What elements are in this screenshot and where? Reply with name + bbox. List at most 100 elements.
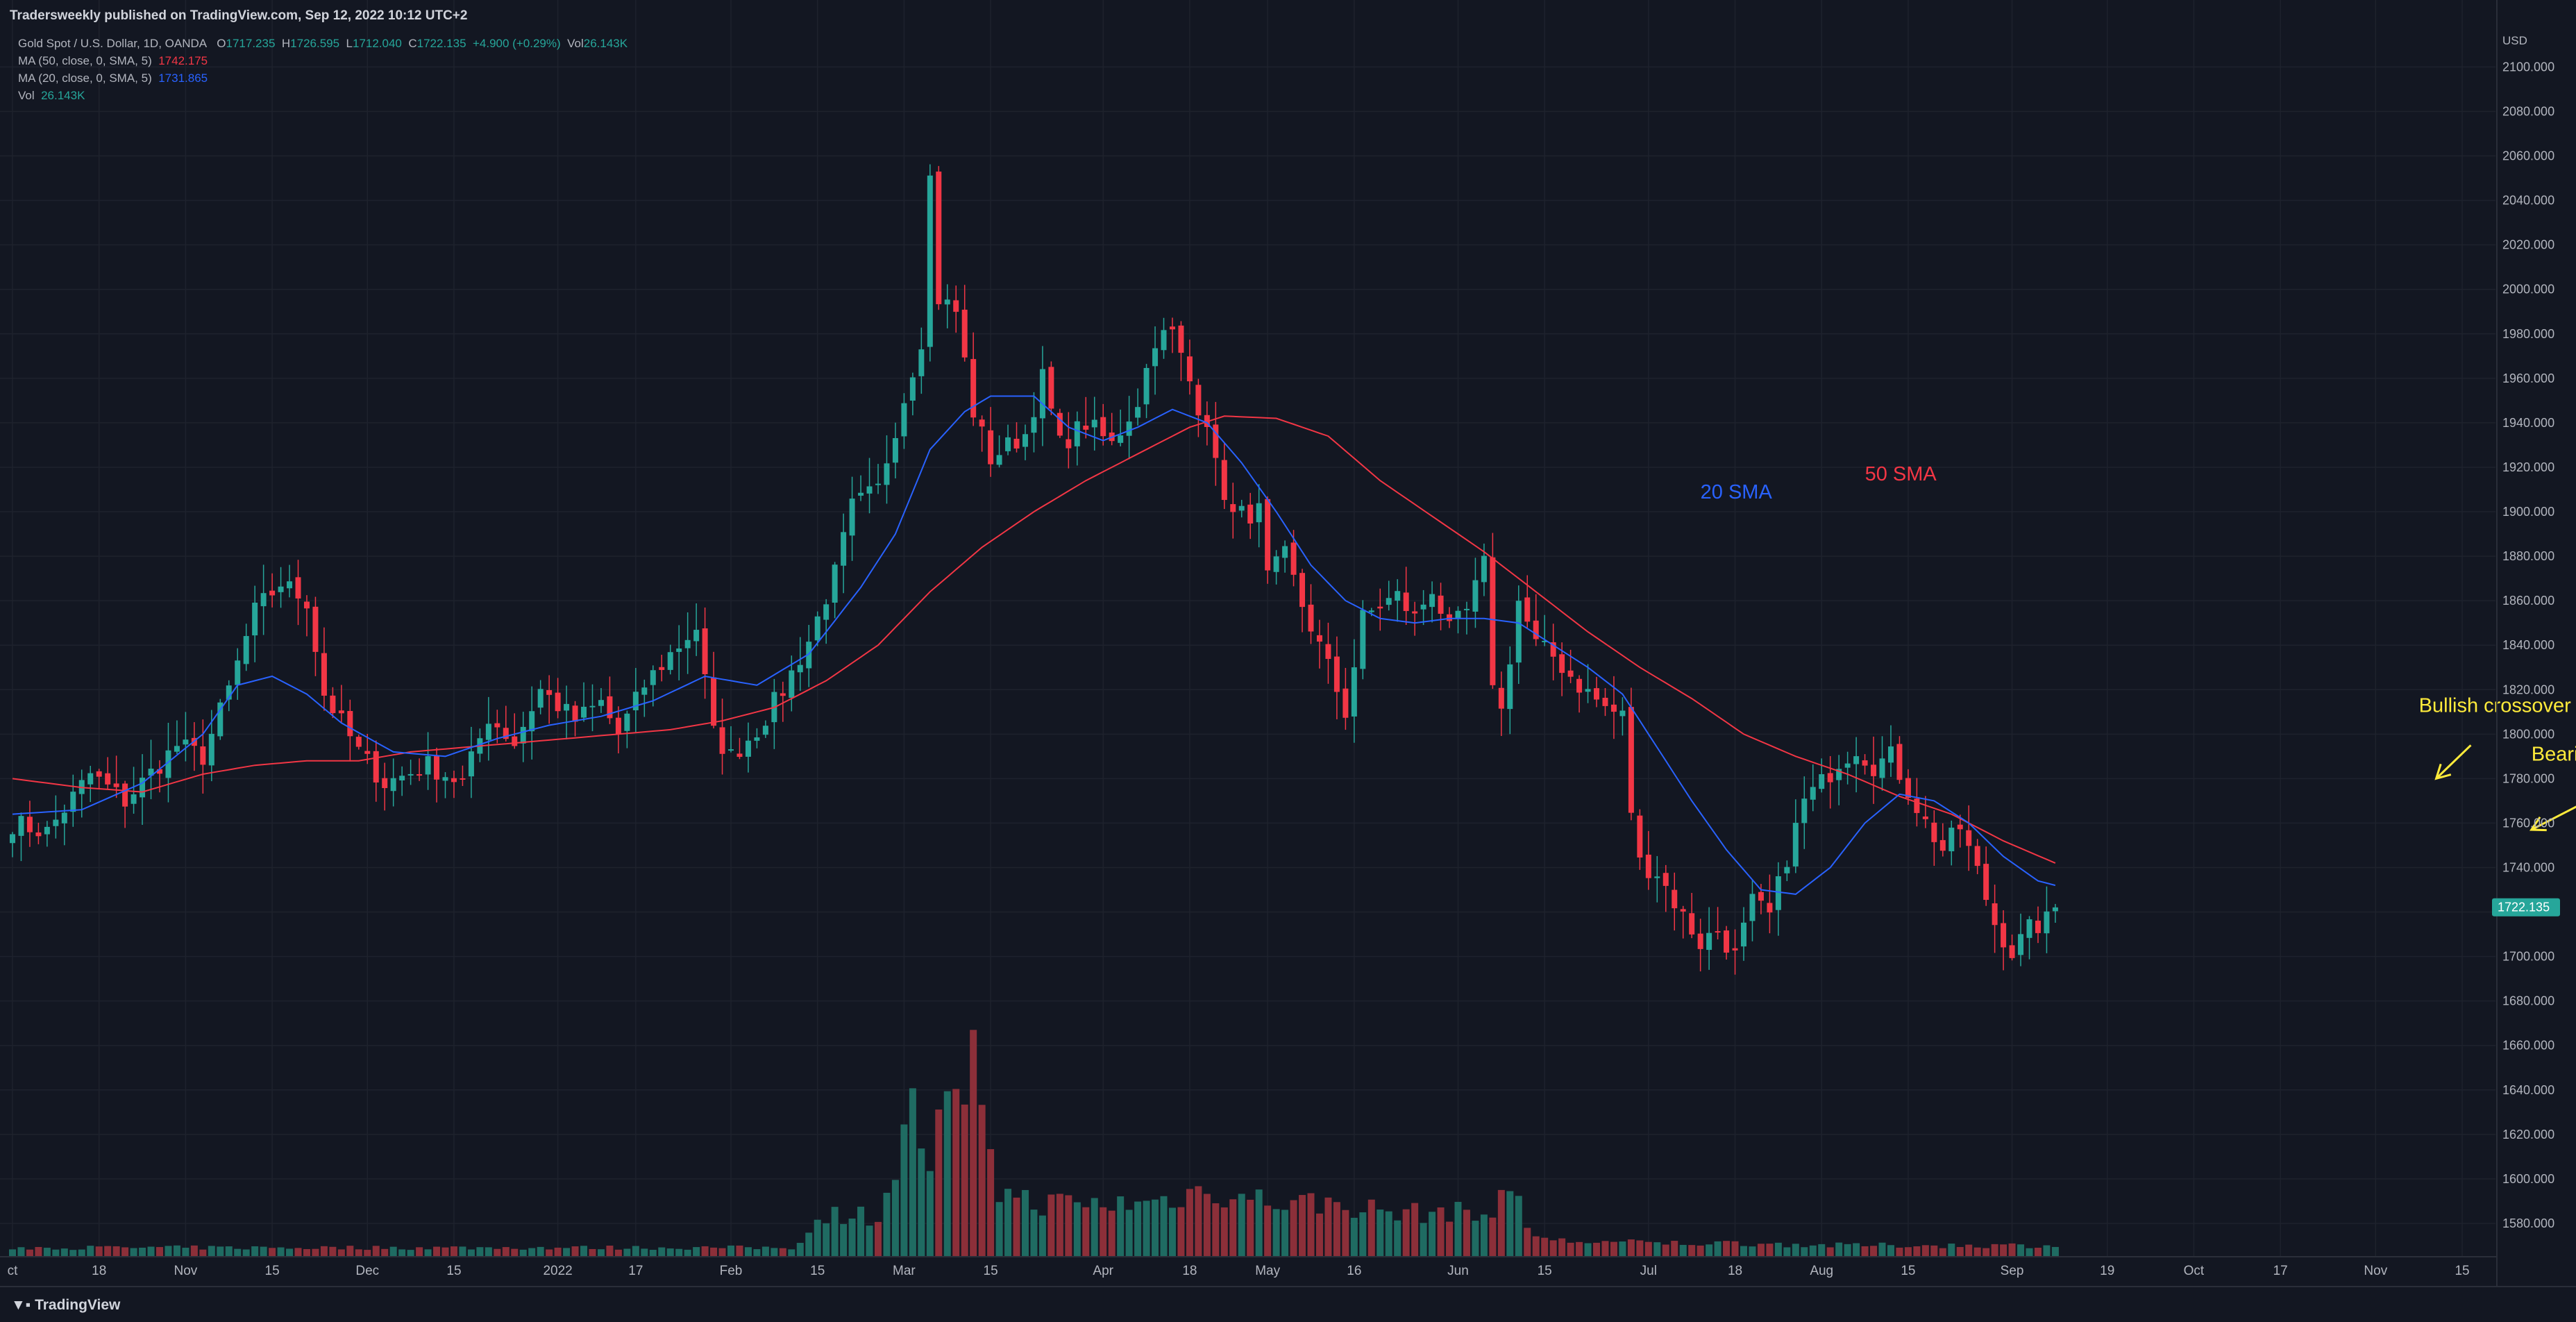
volume-bar: [182, 1248, 190, 1257]
volume-bar: [1108, 1210, 1116, 1257]
price-tick-19: 1960.000: [2502, 371, 2554, 385]
candle: [1161, 317, 1167, 359]
candle: [1195, 378, 1202, 437]
volume-bar: [943, 1091, 951, 1257]
volume-bar: [675, 1248, 683, 1257]
candle: [849, 476, 855, 561]
candle: [1005, 424, 1011, 455]
volume-bar: [2017, 1244, 2025, 1257]
volume-bar: [1446, 1221, 1454, 1257]
price-tick-11: 1800.000: [2502, 727, 2554, 741]
ma20-label: MA (20, close, 0, SMA, 5): [18, 72, 152, 85]
volume-bar: [519, 1249, 527, 1257]
time-tick-25: 17: [2273, 1264, 2288, 1278]
candle: [1810, 764, 1816, 812]
candle: [2044, 886, 2050, 953]
volume-bar: [1688, 1245, 1696, 1257]
candle: [217, 698, 224, 740]
candle: [1273, 550, 1279, 585]
price-tick-20: 1980.000: [2502, 327, 2554, 341]
candle: [1619, 697, 1626, 736]
candle: [598, 687, 604, 713]
volume-bar: [1411, 1203, 1419, 1257]
candle: [1931, 810, 1937, 866]
low-label: L: [346, 37, 353, 50]
price-axis[interactable]: USD 1580.000 1600.000 1620.000 1640.000 1660.…: [2492, 0, 2560, 1286]
time-tick-11: 15: [984, 1264, 998, 1278]
candle: [1152, 326, 1159, 395]
volume-bar: [1238, 1194, 1245, 1257]
candle: [434, 747, 440, 803]
volume-bar: [1991, 1244, 1998, 1257]
legend-ma50-row[interactable]: MA (50, close, 0, SMA, 5) 1742.175: [18, 52, 628, 69]
candle: [494, 710, 500, 744]
volume-bar: [571, 1246, 579, 1257]
candle: [684, 612, 691, 674]
high-label: H: [281, 37, 291, 50]
volume-bar: [260, 1246, 267, 1257]
candle: [113, 755, 119, 798]
price-tick-9: 1760.000: [2502, 816, 2554, 830]
legend-symbol-row: Gold Spot / U.S. Dollar, 1D, OANDA O1717…: [18, 35, 628, 52]
open-label: O: [217, 37, 226, 50]
candle: [1819, 758, 1825, 793]
volume-bar: [805, 1232, 813, 1257]
candle: [451, 770, 457, 798]
price-tick-23: 2040.000: [2502, 194, 2554, 208]
volume-bar: [1541, 1237, 1549, 1257]
legend-ma20-row[interactable]: MA (20, close, 0, SMA, 5) 1731.865: [18, 69, 628, 87]
candle: [1844, 751, 1851, 785]
candle: [1948, 820, 1955, 866]
candle: [122, 780, 128, 828]
legend-vol-row[interactable]: Vol 26.143K: [18, 87, 628, 104]
candle: [131, 767, 137, 814]
candle: [858, 475, 864, 501]
volume-bar: [1766, 1244, 1774, 1257]
candle: [1550, 624, 1556, 680]
volume-bar: [1013, 1197, 1020, 1257]
volume-bar: [35, 1246, 42, 1257]
volume-bar: [1826, 1247, 1834, 1257]
volume-bar: [1195, 1186, 1202, 1257]
candle: [1455, 606, 1461, 634]
candle: [1299, 569, 1306, 633]
candle: [1662, 864, 1669, 912]
time-tick-0: ct: [8, 1264, 19, 1278]
candle: [607, 676, 613, 724]
close-label: C: [408, 37, 417, 50]
candle: [1654, 855, 1660, 903]
candle: [832, 562, 838, 619]
tradingview-logo[interactable]: ▼▪ TradingView: [11, 1297, 120, 1314]
time-axis[interactable]: ct 18 Nov 15 Dec 15 2022 17 Feb 15 Mar 15 Apr 18 May 16…: [0, 1256, 2497, 1278]
ma50-label: MA (50, close, 0, SMA, 5): [18, 54, 152, 67]
symbol-name[interactable]: Gold Spot / U.S. Dollar, 1D, OANDA: [18, 37, 208, 50]
candle: [2018, 913, 2024, 967]
volume-bar: [1627, 1239, 1635, 1257]
volume-bar: [823, 1223, 830, 1257]
volume-bar: [87, 1246, 94, 1257]
candle: [1645, 830, 1651, 890]
price-chart[interactable]: 20 SMA 50 SMA Bullish crossover Bearish cro…: [0, 0, 2576, 1286]
candle: [44, 821, 50, 847]
candle: [1039, 346, 1045, 446]
volume-bar: [918, 1148, 925, 1257]
candle: [347, 699, 353, 762]
candle: [442, 772, 448, 798]
candle: [1325, 622, 1331, 684]
candle: [719, 698, 725, 775]
volume-bar: [1532, 1236, 1540, 1257]
candle: [1342, 667, 1349, 730]
volume-bar: [1783, 1247, 1791, 1257]
volume-bar: [1377, 1210, 1384, 1257]
candle: [1074, 411, 1080, 466]
candle: [468, 726, 474, 798]
candle: [1031, 392, 1037, 453]
volume-bar: [1359, 1212, 1367, 1257]
candle: [1013, 422, 1020, 453]
candle: [1706, 907, 1712, 970]
candle: [10, 832, 15, 857]
volume-bar: [2026, 1248, 2033, 1257]
time-tick-13: 18: [1182, 1264, 1197, 1278]
volume-bar: [1601, 1241, 1609, 1257]
candle: [226, 680, 232, 712]
